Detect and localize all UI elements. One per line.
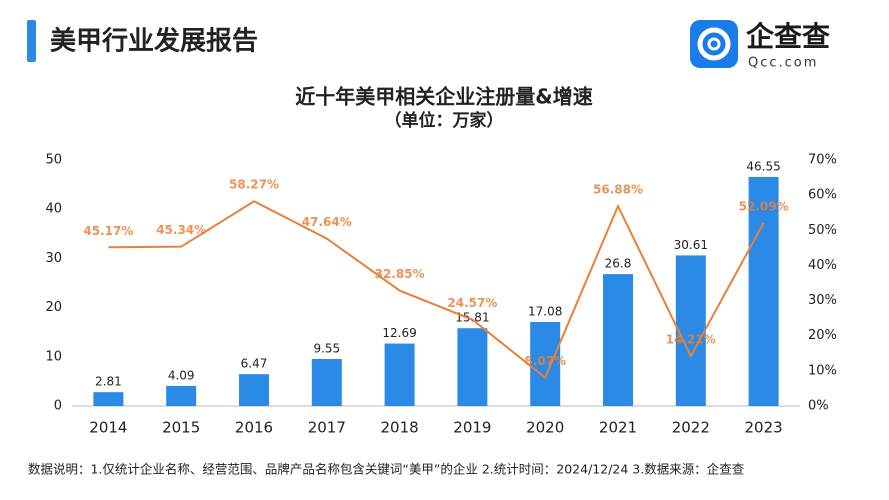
line-label: 58.27% [229,178,279,192]
bar [748,176,779,406]
y2-tick-label: 20% [808,328,837,343]
x-tick-label: 2017 [308,419,346,437]
bar [239,374,269,406]
chart-title: 近十年美甲相关企业注册量&增速 [295,85,592,109]
x-tick-label: 2022 [672,419,710,437]
line [108,200,765,380]
x-tick-label: 2020 [526,419,564,437]
bar [311,359,342,406]
chart-subtitle: （单位：万家） [385,110,504,131]
x-tick-label: 2021 [599,419,637,437]
bar-label: 12.69 [382,326,416,340]
y-tick-label: 50 [45,153,62,168]
x-tick-label: 2023 [745,419,783,437]
bar [384,343,415,406]
y-tick-label: 0 [54,399,62,414]
plot: 0 10 20 30 40 50 0% 10% 20% 30% 40% 50% 60% 70% 2014 20… [45,153,836,437]
bar [93,392,124,406]
line-label: 14.21% [666,333,716,347]
y-tick-label: 10 [45,349,62,364]
line-label: 32.85% [375,267,425,281]
y2-tick-label: 30% [808,293,837,308]
y2-tick-label: 50% [808,223,837,238]
title-accent [27,20,36,62]
bar-label: 17.08 [528,304,562,318]
x-tick-label: 2015 [162,419,200,437]
bar [530,321,561,406]
line-label: 45.34% [156,223,206,237]
y-tick-label: 20 [45,300,62,315]
bar [166,385,197,406]
y2-tick-label: 40% [808,258,837,273]
x-tick-label: 2016 [235,419,273,437]
line-label: 47.64% [302,215,352,229]
line-label: 8.07% [524,354,566,368]
y2-tick-label: 0% [808,399,829,414]
bar [457,328,488,406]
page-title: 美甲行业发展报告 [50,26,258,57]
bar-label: 30.61 [674,238,708,252]
logo-ring [697,27,731,61]
y2-tick-label: 10% [808,363,837,378]
bar-label: 15.81 [455,311,489,325]
x-tick-label: 2019 [453,419,491,437]
line-label: 56.88% [593,183,643,197]
y-tick-label: 40 [45,202,62,217]
bar-label: 6.47 [241,357,268,371]
bar [675,255,706,406]
logo-text: 企查查 [746,20,830,53]
logo-dot [707,37,721,51]
logo-icon [690,20,738,68]
y2-tick-label: 60% [808,188,837,203]
bar-label: 9.55 [313,342,340,356]
y-tick-label: 30 [45,251,62,266]
y2-tick-label: 70% [808,153,837,168]
footnote: 数据说明：1.仅统计企业名称、经营范围、品牌产品名称包含关键词“美甲”的企业 2… [28,462,745,477]
bar-label: 4.09 [168,368,195,382]
bar-label: 26.8 [605,257,632,271]
line-label: 45.17% [83,224,133,238]
x-tick-label: 2018 [381,419,419,437]
x-tick-label: 2014 [89,419,127,437]
line-label: 52.09% [739,199,789,213]
bar-label: 46.55 [746,159,780,173]
bar [603,274,633,406]
line-label: 24.57% [447,296,497,310]
bar-label: 2.81 [95,375,122,389]
logo-sub: Qcc.com [748,56,818,71]
